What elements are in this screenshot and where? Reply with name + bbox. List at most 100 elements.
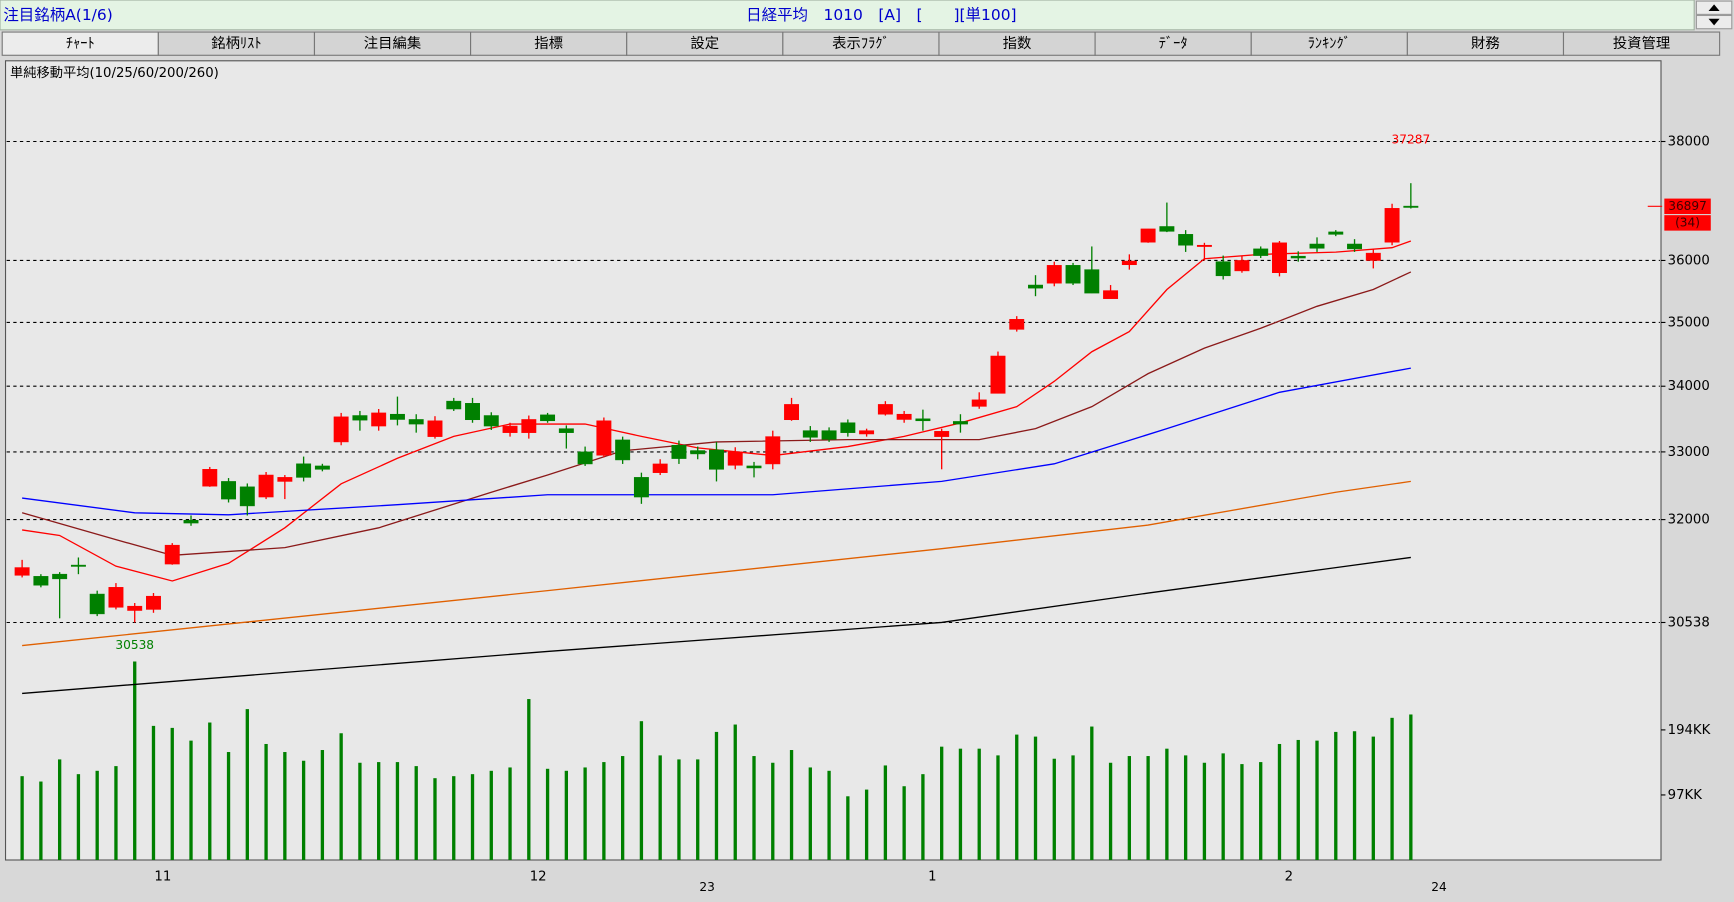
candle-body bbox=[296, 463, 312, 478]
candle-body bbox=[821, 430, 837, 440]
volume-bar bbox=[771, 762, 775, 860]
candle-body bbox=[70, 564, 86, 567]
candle-body bbox=[1365, 252, 1381, 261]
volume-bar bbox=[433, 778, 437, 860]
volume-bar bbox=[20, 776, 24, 860]
volume-bar bbox=[564, 770, 569, 860]
volume-bar bbox=[1015, 734, 1019, 860]
price-annotation: 37287 bbox=[1392, 133, 1431, 147]
volume-bar bbox=[189, 740, 193, 860]
candle-body bbox=[859, 430, 875, 435]
candle-body bbox=[221, 481, 237, 500]
volume-bar bbox=[151, 725, 156, 860]
candle-body bbox=[784, 404, 800, 421]
volume-bar bbox=[996, 755, 1000, 860]
candle-body bbox=[483, 415, 499, 427]
candle-body bbox=[596, 420, 612, 456]
candle-body bbox=[1272, 242, 1287, 273]
moving-average bbox=[22, 367, 1411, 516]
volume-bar bbox=[1033, 736, 1038, 860]
volume-bar bbox=[940, 746, 944, 860]
candle-body bbox=[502, 425, 518, 433]
candle-body bbox=[446, 400, 462, 410]
tab-label: 指数 bbox=[1003, 35, 1032, 52]
candle-body bbox=[746, 465, 762, 469]
volume-bar bbox=[1165, 748, 1169, 860]
volume-bar bbox=[339, 733, 343, 860]
x-tick-label: 1 bbox=[928, 870, 936, 885]
tab-label: 表示ﾌﾗｸﾞ bbox=[832, 35, 889, 52]
volume-bar bbox=[1071, 755, 1075, 860]
volume-bar bbox=[958, 748, 963, 860]
last-price-label: 36897 bbox=[1668, 199, 1707, 213]
candle-body bbox=[896, 413, 912, 420]
volume-bar bbox=[395, 762, 400, 860]
x-tick-label: 2 bbox=[1285, 870, 1293, 885]
volume-bar bbox=[1315, 740, 1319, 860]
candle-body bbox=[239, 486, 255, 507]
volume-bar bbox=[752, 756, 756, 860]
candle-body bbox=[1328, 231, 1344, 235]
candle-body bbox=[1290, 255, 1306, 259]
candle-body bbox=[1140, 228, 1156, 243]
tab-label: ﾃﾞｰﾀ bbox=[1159, 35, 1188, 52]
candle-body bbox=[389, 413, 405, 420]
volume-bar bbox=[677, 759, 681, 860]
candle-body bbox=[765, 436, 781, 465]
candle-body bbox=[1309, 243, 1325, 249]
moving-average bbox=[21, 271, 1412, 557]
tab-label: 投資管理 bbox=[1613, 35, 1670, 52]
volume-bar bbox=[170, 727, 174, 860]
volume-bar bbox=[1146, 756, 1150, 860]
candle-body bbox=[690, 450, 706, 455]
x-tick-label: 12 bbox=[530, 870, 547, 885]
volume-bar bbox=[133, 661, 137, 860]
y-tick-label: 30538 bbox=[1668, 615, 1710, 630]
volume-bar bbox=[283, 752, 287, 860]
x-tick-label: 11 bbox=[154, 870, 171, 885]
header-title: 注目銘柄A(1/6) bbox=[3, 6, 112, 24]
y-tick-label: 38000 bbox=[1668, 135, 1710, 150]
volume-bar bbox=[527, 699, 531, 860]
candle-body bbox=[558, 428, 574, 433]
tab-label: 銘柄ﾘｽﾄ bbox=[211, 35, 261, 52]
volume-bar bbox=[245, 709, 249, 860]
candle-body bbox=[108, 587, 124, 608]
candle-body bbox=[915, 418, 931, 422]
volume-bar bbox=[1390, 717, 1394, 860]
tab-label: 注目編集 bbox=[364, 35, 421, 52]
header-bar bbox=[0, 0, 1695, 31]
volume-bar bbox=[620, 756, 625, 860]
candle-body bbox=[652, 463, 668, 473]
candle-body bbox=[615, 439, 631, 461]
candle-body bbox=[277, 477, 293, 482]
candle-body bbox=[1253, 248, 1269, 256]
candle-body bbox=[840, 422, 856, 433]
volume-bar bbox=[1240, 764, 1244, 860]
candle-body bbox=[1028, 284, 1043, 289]
volume-bar bbox=[95, 770, 99, 860]
candle-body bbox=[521, 419, 537, 433]
volume-bar bbox=[208, 722, 212, 860]
volume-bar bbox=[1221, 753, 1225, 860]
volume-bar bbox=[921, 774, 925, 860]
volume-bar bbox=[1371, 736, 1375, 860]
volume-bar bbox=[545, 768, 550, 860]
candle-body bbox=[127, 605, 143, 611]
volume-bar bbox=[733, 724, 737, 860]
tab-bar: ﾁｬｰﾄ 銘柄ﾘｽﾄ 注目編集 指標 設定 表示ﾌﾗｸﾞ 指数 ﾃﾞｰﾀ ﾗﾝｷﾝｸﾞ 財務 投資管… bbox=[1, 31, 1721, 56]
y-tick-label: 34000 bbox=[1668, 379, 1710, 394]
volume-tick-label: 97KK bbox=[1668, 788, 1703, 803]
tab-label: ﾗﾝｷﾝｸﾞ bbox=[1308, 35, 1351, 52]
scroll-up-arrow bbox=[1708, 4, 1720, 12]
volume-bar bbox=[76, 774, 81, 860]
tab-label: 財務 bbox=[1471, 35, 1500, 52]
volume-bar bbox=[1052, 758, 1056, 860]
tab[interactable] bbox=[1562, 31, 1721, 56]
volume-bar bbox=[846, 796, 850, 860]
volume-bar bbox=[1202, 762, 1207, 860]
candle-body bbox=[333, 416, 349, 443]
moving-average bbox=[22, 556, 1411, 695]
volume-bar bbox=[301, 760, 306, 860]
